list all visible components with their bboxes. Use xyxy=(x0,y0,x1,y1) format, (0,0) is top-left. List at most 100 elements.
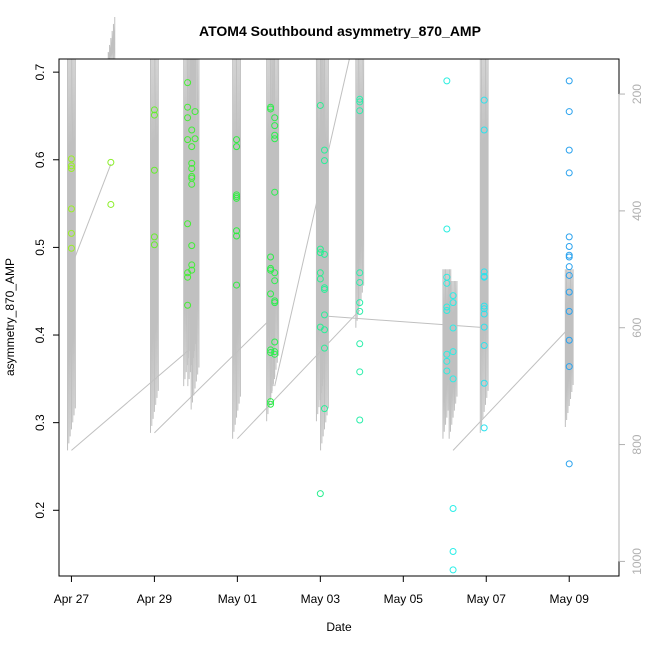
data-point xyxy=(188,159,196,167)
data-point xyxy=(565,233,573,241)
data-point xyxy=(480,302,488,310)
data-point xyxy=(233,136,241,144)
data-point xyxy=(565,108,573,116)
data-point xyxy=(316,249,324,257)
data-point xyxy=(267,400,275,408)
data-point xyxy=(188,126,196,134)
data-point xyxy=(271,122,279,130)
data-point xyxy=(271,269,279,277)
data-point xyxy=(480,268,488,276)
data-point xyxy=(267,103,275,111)
data-point xyxy=(271,348,279,356)
y-tick-label: 0.6 xyxy=(33,151,47,168)
pressure-trace xyxy=(150,58,159,433)
data-point xyxy=(480,273,488,281)
data-point xyxy=(565,146,573,154)
data-point xyxy=(356,107,364,115)
data-point xyxy=(565,336,573,344)
data-point xyxy=(316,275,324,283)
data-point xyxy=(150,111,158,119)
data-point xyxy=(443,367,451,375)
pressure-trace xyxy=(232,58,241,439)
x-tick-label: May 05 xyxy=(384,592,424,606)
pressure-trace xyxy=(67,58,76,451)
chart-title: ATOM4 Southbound asymmetry_870_AMP xyxy=(199,23,481,39)
x-tick-label: May 03 xyxy=(301,592,341,606)
data-point xyxy=(356,95,364,103)
data-point xyxy=(191,135,199,143)
data-point xyxy=(356,269,364,277)
data-point xyxy=(150,106,158,114)
data-point xyxy=(565,243,573,251)
data-point xyxy=(188,266,196,274)
y2-tick-label: 400 xyxy=(630,201,644,221)
y-tick-label: 0.5 xyxy=(33,239,47,256)
x-tick-label: May 09 xyxy=(550,592,590,606)
y-axis: 0.2 0.3 0.4 0.5 0.6 0.7 xyxy=(33,63,60,519)
data-point xyxy=(316,101,324,109)
data-point xyxy=(480,96,488,104)
x-tick-label: Apr 27 xyxy=(54,592,90,606)
data-point xyxy=(449,375,457,383)
pressure-trace xyxy=(106,16,116,60)
data-point xyxy=(184,79,192,87)
data-point xyxy=(316,490,324,498)
data-point xyxy=(316,245,324,253)
data-point xyxy=(267,253,275,261)
data-point xyxy=(320,344,328,352)
pressure-connector xyxy=(70,163,112,267)
data-point xyxy=(449,292,457,300)
data-point xyxy=(184,273,192,281)
pressure-connector xyxy=(237,309,361,440)
pressure-connector xyxy=(452,327,570,451)
data-point xyxy=(565,460,573,468)
data-point xyxy=(271,350,279,358)
y2-tick-label: 1000 xyxy=(630,548,644,575)
y-tick-label: 0.3 xyxy=(33,414,47,431)
data-point xyxy=(356,299,364,307)
data-point xyxy=(480,424,488,432)
data-point xyxy=(271,299,279,307)
x-tick-label: Apr 29 xyxy=(137,592,173,606)
data-point xyxy=(150,241,158,249)
data-point xyxy=(188,242,196,250)
data-point xyxy=(443,225,451,233)
data-point xyxy=(188,180,196,188)
data-point xyxy=(449,348,457,356)
data-point xyxy=(107,200,115,208)
data-point xyxy=(480,305,488,313)
data-point xyxy=(443,77,451,85)
data-point xyxy=(233,281,241,289)
data-point xyxy=(67,205,75,213)
data-point xyxy=(271,131,279,139)
data-point xyxy=(67,155,75,163)
data-point xyxy=(271,188,279,196)
data-point xyxy=(565,253,573,261)
data-point xyxy=(320,285,328,293)
y2-tick-label: 200 xyxy=(630,84,644,104)
pressure-connector xyxy=(154,318,271,434)
data-point xyxy=(150,233,158,241)
data-point xyxy=(184,103,192,111)
y2-tick-label: 600 xyxy=(630,317,644,337)
data-point xyxy=(271,277,279,285)
data-point xyxy=(67,229,75,237)
data-point xyxy=(271,338,279,346)
data-point xyxy=(443,306,451,314)
data-point xyxy=(150,166,158,174)
data-point xyxy=(184,136,192,144)
data-point xyxy=(184,301,192,309)
data-point xyxy=(271,114,279,122)
y-tick-label: 0.4 xyxy=(33,326,47,343)
data-point xyxy=(565,271,573,279)
data-point xyxy=(67,162,75,170)
data-point xyxy=(443,303,451,311)
data-point xyxy=(356,368,364,376)
y2-tick-label: 800 xyxy=(630,434,644,454)
data-point xyxy=(480,379,488,387)
pressure-trace xyxy=(190,58,200,410)
data-point xyxy=(443,350,451,358)
data-point xyxy=(480,323,488,331)
x-axis-label: Date xyxy=(326,620,352,634)
